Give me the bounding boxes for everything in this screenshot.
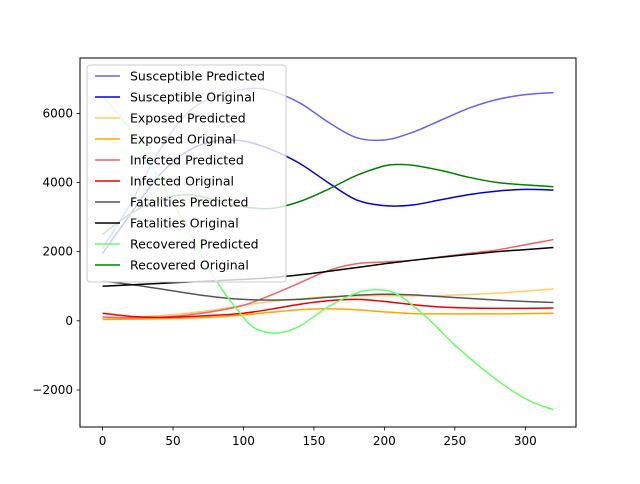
legend-entry: Recovered Original [130,258,249,273]
y-tick-label: 6000 [42,106,73,120]
series-line-fatalities-original [102,246,554,287]
x-tick-label: 300 [514,434,537,448]
legend: Susceptible Predicted Susceptible Origina… [86,64,287,283]
series-line-infected-original [102,298,554,319]
y-tick-label: 0 [65,314,73,328]
axes-frame [79,57,577,428]
x-tick-label: 250 [443,434,466,448]
legend-entry: Exposed Predicted [130,111,246,126]
x-axis: 0 50 100 150 200 250 300 [99,427,537,448]
y-tick-label: −2000 [32,383,73,397]
x-tick-label: 0 [99,434,107,448]
legend-entry: Fatalities Original [130,216,239,231]
legend-entry: Recovered Predicted [130,237,259,252]
x-tick-label: 200 [373,434,396,448]
legend-entry: Susceptible Predicted [130,69,265,84]
y-tick-label: 4000 [42,175,73,189]
y-axis: −2000 0 2000 4000 6000 [32,106,80,397]
legend-entry: Infected Predicted [130,153,244,168]
legend-entry: Exposed Original [130,132,236,147]
legend-entry: Infected Original [130,174,234,189]
series-line-fatalities-predicted [102,280,554,304]
legend-entry: Susceptible Original [130,90,255,105]
legend-box [86,64,287,283]
x-tick-label: 100 [232,434,255,448]
series-line-exposed-original [102,307,554,321]
x-tick-label: 150 [302,434,325,448]
legend-entry: Fatalities Predicted [130,195,248,210]
x-tick-label: 50 [165,434,180,448]
y-tick-label: 2000 [42,245,73,259]
